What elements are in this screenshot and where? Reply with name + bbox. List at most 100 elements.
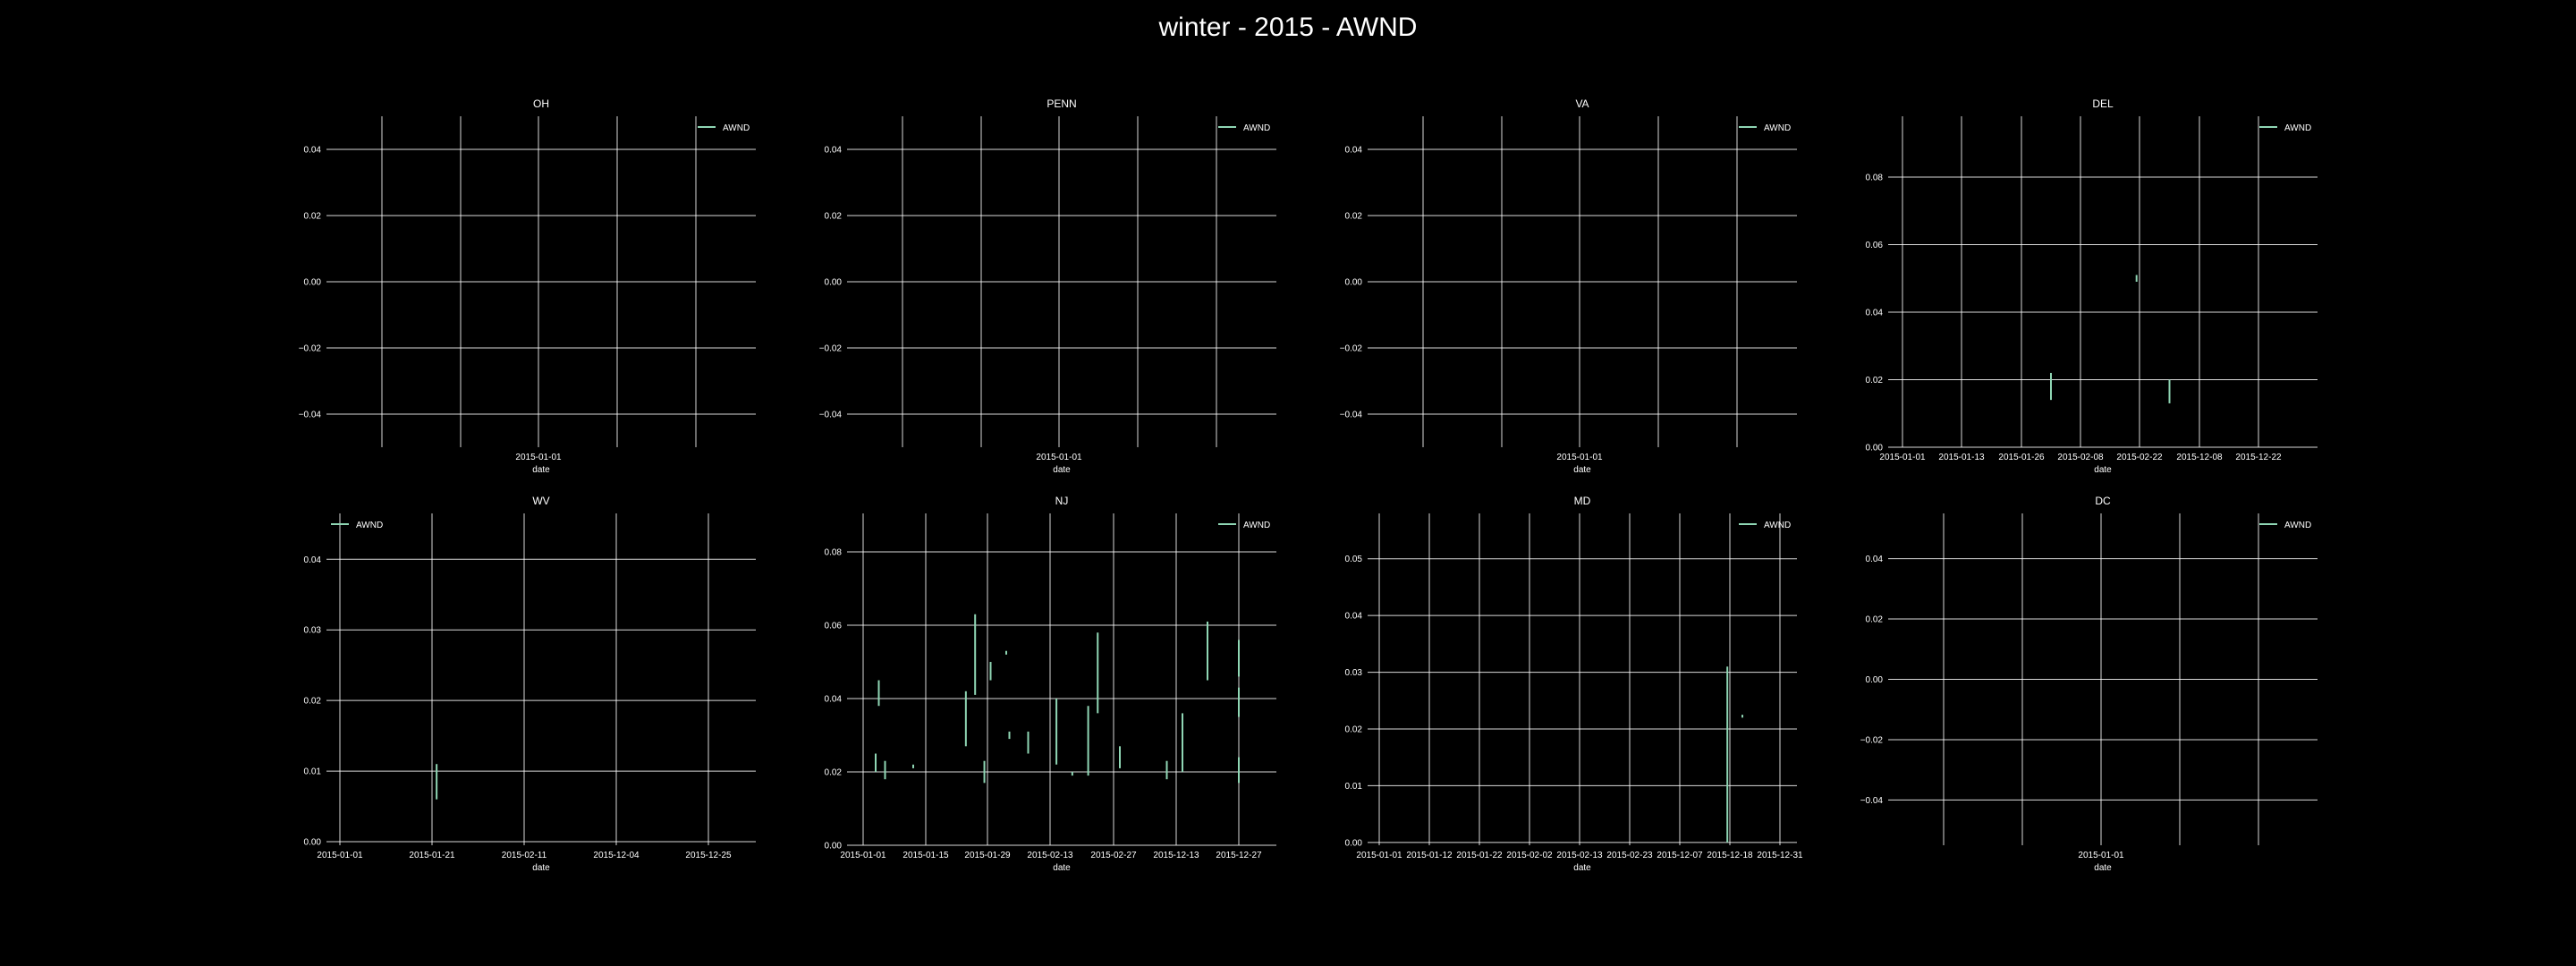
panel-va: VA 0.04 0.02 0.00 −0.02 −0.04 2015-01-01 date AW… [1340, 97, 1797, 475]
y-tick-label: 0.01 [304, 767, 322, 777]
panel-title: DEL [2092, 97, 2114, 110]
panel-penn: PENN 0.04 0.02 0.00 −0.02 −0.04 2015-01-01 date… [819, 97, 1276, 475]
y-tick-label: 0.04 [304, 146, 322, 156]
x-tick-label: 2015-01-01 [317, 851, 363, 860]
x-tick-label: 2015-01-01 [515, 453, 562, 462]
x-tick-label: 2015-01-29 [964, 851, 1011, 860]
x-axis-label: date [1573, 465, 1591, 475]
legend-label: AWND [2284, 123, 2311, 133]
y-tick-label: 0.04 [825, 146, 843, 156]
y-tick-label: 0.00 [825, 278, 843, 288]
y-tick-label: 0.04 [304, 555, 322, 565]
x-tick-label: 2015-01-13 [1938, 453, 1985, 462]
x-axis-label: date [1053, 863, 1071, 873]
panel-title: VA [1575, 97, 1589, 110]
x-tick-label: 2015-01-21 [409, 851, 455, 860]
y-tick-label: 0.00 [1866, 444, 1884, 453]
x-tick-label: 2015-02-11 [502, 851, 547, 860]
legend-label: AWND [1764, 123, 1791, 133]
x-tick-label: 2015-01-01 [1356, 851, 1402, 860]
y-tick-label: 0.04 [825, 695, 843, 705]
x-axis-label: date [2094, 465, 2112, 475]
x-tick-label: 2015-12-27 [1216, 851, 1262, 860]
x-tick-label: 2015-01-01 [2078, 851, 2124, 860]
x-tick-label: 2015-12-18 [1707, 851, 1753, 860]
y-tick-label: 0.00 [1866, 675, 1884, 685]
x-tick-label: 2015-01-26 [1998, 453, 2045, 462]
x-axis-label: date [532, 863, 550, 873]
y-tick-label: 0.06 [1866, 241, 1884, 250]
y-tick-label: 0.04 [1345, 612, 1363, 622]
y-tick-label: 0.02 [825, 768, 843, 778]
x-tick-label: 2015-01-01 [1879, 453, 1926, 462]
y-tick-label: 0.00 [1345, 838, 1363, 848]
x-tick-label: 2015-12-13 [1153, 851, 1199, 860]
y-tick-label: −0.04 [1340, 411, 1363, 420]
legend-label: AWND [1764, 521, 1791, 530]
x-tick-label: 2015-01-22 [1456, 851, 1503, 860]
x-tick-label: 2015-02-13 [1556, 851, 1603, 860]
y-tick-label: 0.08 [1866, 173, 1884, 182]
x-tick-label: 2015-01-01 [1556, 453, 1603, 462]
x-tick-label: 2015-02-27 [1090, 851, 1137, 860]
legend-label: AWND [723, 123, 750, 133]
y-tick-label: 0.02 [1345, 212, 1363, 222]
x-tick-label: 2015-02-08 [2057, 453, 2104, 462]
y-tick-label: −0.02 [1860, 735, 1884, 745]
y-tick-label: 0.02 [1345, 724, 1363, 734]
x-tick-label: 2015-12-08 [2176, 453, 2223, 462]
x-axis-label: date [1573, 863, 1591, 873]
y-tick-label: 0.01 [1345, 782, 1363, 792]
x-tick-label: 2015-12-04 [593, 851, 640, 860]
y-tick-label: 0.04 [1866, 555, 1884, 564]
x-tick-label: 2015-01-15 [902, 851, 949, 860]
panel-dc: DC 0.04 0.02 0.00 −0.02 −0.04 2015-01-01 date AW… [1860, 495, 2318, 873]
legend-label: AWND [2284, 521, 2311, 530]
y-tick-label: 0.04 [1345, 146, 1363, 156]
y-tick-label: 0.00 [825, 842, 843, 852]
y-tick-label: 0.00 [1345, 278, 1363, 288]
y-tick-label: −0.02 [819, 344, 843, 354]
y-tick-label: 0.08 [825, 548, 843, 558]
x-tick-label: 2015-01-01 [1036, 453, 1082, 462]
x-axis-label: date [532, 465, 550, 475]
legend-label: AWND [1243, 521, 1270, 530]
y-tick-label: 0.04 [1866, 308, 1884, 318]
y-tick-label: 0.00 [304, 278, 322, 288]
y-tick-label: −0.04 [819, 411, 843, 420]
panel-title: NJ [1055, 495, 1069, 507]
x-tick-label: 2015-01-12 [1406, 851, 1453, 860]
x-tick-label: 2015-02-13 [1027, 851, 1073, 860]
panel-wv: WV 0.04 0.03 0.02 0.01 0.00 2015-01-01 2015-01-… [304, 495, 756, 873]
x-tick-label: 2015-12-31 [1757, 851, 1803, 860]
panel-title: PENN [1046, 97, 1076, 110]
y-tick-label: −0.02 [299, 344, 322, 354]
y-tick-label: 0.06 [825, 622, 843, 631]
y-tick-label: 0.03 [1345, 668, 1363, 678]
y-tick-label: −0.02 [1340, 344, 1363, 354]
x-tick-label: 2015-01-01 [840, 851, 886, 860]
y-tick-label: −0.04 [299, 411, 322, 420]
y-tick-label: 0.02 [1866, 376, 1884, 386]
x-tick-label: 2015-12-22 [2235, 453, 2282, 462]
panel-title: DC [2095, 495, 2111, 507]
x-tick-label: 2015-02-02 [1506, 851, 1553, 860]
x-tick-label: 2015-12-07 [1657, 851, 1703, 860]
panel-md: MD 0.05 0.04 0.03 0.02 0.01 0.00 2015-01-01 2015… [1345, 495, 1803, 873]
panel-title: MD [1574, 495, 1591, 507]
x-axis-label: date [1053, 465, 1071, 475]
panel-title: WV [532, 495, 549, 507]
panel-title: OH [533, 97, 549, 110]
panel-oh: OH 0.04 0.02 0.00 −0.02 −0.04 2015-01-01 date AW… [299, 97, 756, 475]
y-tick-label: 0.02 [304, 697, 322, 707]
y-tick-label: 0.03 [304, 626, 322, 636]
y-tick-label: 0.02 [1866, 615, 1884, 625]
y-tick-label: 0.02 [304, 212, 322, 222]
x-tick-label: 2015-02-22 [2116, 453, 2163, 462]
y-tick-label: −0.04 [1860, 796, 1884, 806]
x-tick-label: 2015-12-25 [685, 851, 732, 860]
y-tick-label: 0.05 [1345, 555, 1363, 564]
